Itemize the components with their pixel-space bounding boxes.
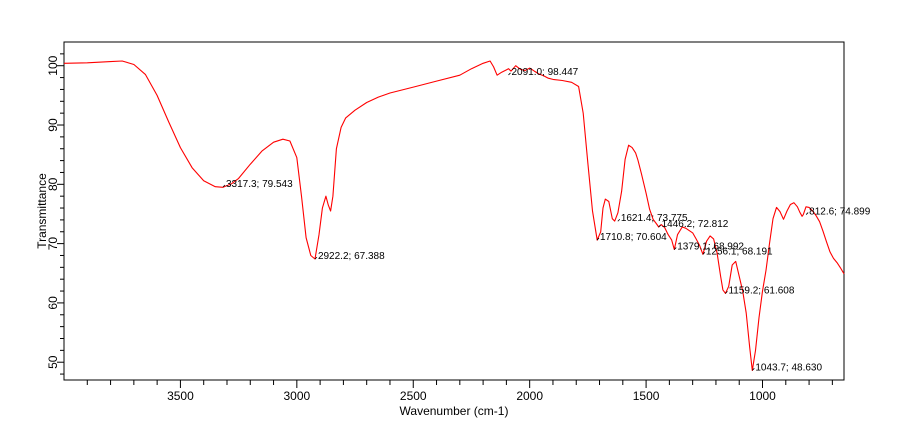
x-tick-label: 3000: [283, 389, 310, 403]
peak-label: 1710.8; 70.604: [600, 232, 667, 243]
plot-frame: [63, 41, 845, 381]
y-tick-label: 60: [46, 296, 60, 310]
peak-label: 1159.2; 61.608: [728, 285, 794, 296]
peak-marker: [658, 224, 661, 228]
y-tick-label: 100: [46, 55, 60, 75]
peak-marker: [617, 218, 621, 222]
peak-marker: [673, 247, 677, 250]
y-tick-label: 80: [46, 177, 60, 191]
peak-label: 3317.3; 79.543: [226, 179, 293, 190]
x-tick-label: 3500: [167, 389, 194, 403]
x-tick-label: 2500: [400, 389, 427, 403]
y-tick-label: 90: [46, 118, 60, 132]
peak-label: 1379.1; 68.992: [677, 242, 744, 253]
peak-label: 1043.7; 48.630: [755, 362, 822, 373]
peak-marker: [752, 368, 755, 371]
peak-marker: [596, 237, 600, 241]
x-axis-ticks: 3500 3000 2500 2000 1500 1000: [86, 380, 833, 403]
peak-label: 1256.1; 68.191: [706, 246, 773, 257]
x-tick-label: 1000: [749, 389, 776, 403]
peak-label: 812.6; 74.899: [809, 207, 871, 218]
peak-marker: [508, 72, 511, 76]
y-axis-title: Transmittance: [35, 173, 49, 249]
y-tick-label: 70: [46, 237, 60, 251]
peak-label: 1446.2; 72.812: [662, 219, 729, 230]
peak-label: 2091.0; 98.447: [511, 67, 578, 78]
peak-label: 2922.2; 67.388: [318, 251, 385, 262]
peak-marker: [725, 291, 728, 294]
peak-label: 1621.4; 73.775: [621, 213, 688, 224]
x-tick-label: 2000: [516, 389, 543, 403]
peak-annotations: 3317.3; 79.543 2922.2; 67.388 2091.0; 98.4…: [222, 67, 871, 373]
peak-marker: [805, 212, 809, 215]
peak-marker: [702, 252, 706, 255]
y-axis-ticks: 100 90 80 70 60 50: [46, 53, 64, 375]
series-layer: [63, 60, 845, 372]
peak-marker: [314, 256, 318, 260]
peak-marker: [222, 184, 226, 188]
spectrum-line: [63, 60, 845, 372]
y-tick-label: 50: [46, 355, 60, 369]
x-axis-title: Wavenumber (cm-1): [400, 404, 509, 418]
x-tick-label: 1500: [633, 389, 660, 403]
